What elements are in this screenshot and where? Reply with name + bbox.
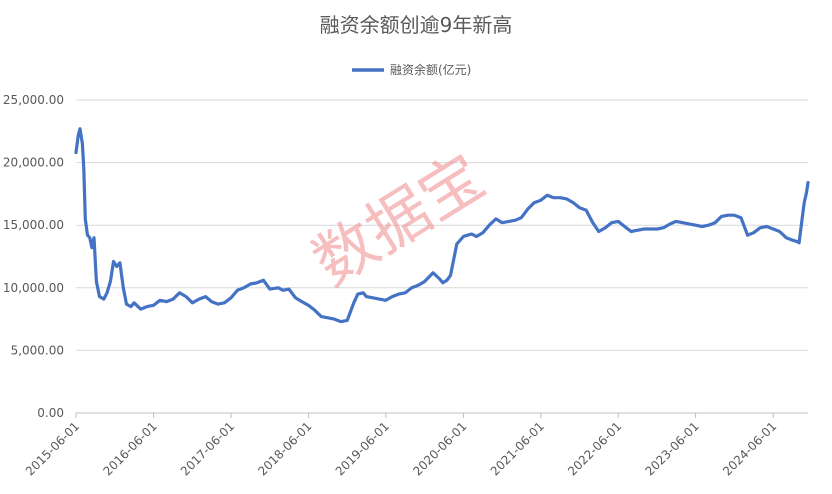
x-tick-label: 2023-06-01 [643,419,702,478]
chart-title: 融资余额创逾9年新高 [320,13,513,37]
y-axis-ticks: 0.00 5,000.00 10,000.00 15,000.00 20,000.00 2… [3,93,64,420]
legend: 融资余额(亿元) [352,62,471,77]
y-tick-label: 0.00 [37,406,64,420]
legend-label: 融资余额(亿元) [390,62,471,77]
gridlines [76,99,808,351]
y-tick-label: 20,000.00 [3,156,64,170]
x-axis-ticks: 2015-06-01 2016-06-01 2017-06-01 2018-06-01… [23,413,779,478]
x-tick-label: 2024-06-01 [720,419,779,478]
watermark: 数据宝 [300,140,496,300]
y-tick-label: 25,000.00 [3,93,64,107]
x-tick-label: 2018-06-01 [255,419,314,478]
y-tick-label: 10,000.00 [3,281,64,295]
series-line [74,127,810,324]
y-tick-label: 5,000.00 [11,343,64,357]
x-tick-label: 2019-06-01 [333,419,392,478]
x-tick-label: 2015-06-01 [23,419,82,478]
y-tick-label: 15,000.00 [3,218,64,232]
x-tick-label: 2022-06-01 [565,419,624,478]
x-tick-label: 2020-06-01 [410,419,469,478]
x-tick-label: 2016-06-01 [101,419,160,478]
x-tick-label: 2017-06-01 [178,419,237,478]
x-tick-label: 2021-06-01 [488,419,547,478]
